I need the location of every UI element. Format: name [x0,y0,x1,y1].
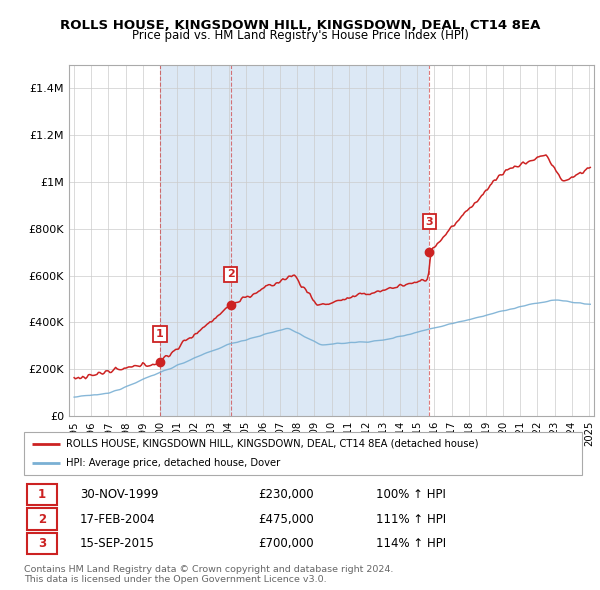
FancyBboxPatch shape [27,484,58,506]
Text: £700,000: £700,000 [259,537,314,550]
Text: 3: 3 [38,537,46,550]
Text: 3: 3 [425,217,433,227]
Text: 17-FEB-2004: 17-FEB-2004 [80,513,155,526]
Text: 100% ↑ HPI: 100% ↑ HPI [376,488,445,501]
Text: £475,000: £475,000 [259,513,314,526]
Text: 15-SEP-2015: 15-SEP-2015 [80,537,155,550]
Text: ROLLS HOUSE, KINGSDOWN HILL, KINGSDOWN, DEAL, CT14 8EA: ROLLS HOUSE, KINGSDOWN HILL, KINGSDOWN, … [60,19,540,32]
FancyBboxPatch shape [27,509,58,530]
Text: 1: 1 [38,488,46,501]
Bar [230,65,430,416]
Text: 2: 2 [38,513,46,526]
Text: £230,000: £230,000 [259,488,314,501]
Text: Contains HM Land Registry data © Crown copyright and database right 2024.
This d: Contains HM Land Registry data © Crown c… [24,565,394,584]
Text: 1: 1 [156,329,164,339]
Text: ROLLS HOUSE, KINGSDOWN HILL, KINGSDOWN, DEAL, CT14 8EA (detached house): ROLLS HOUSE, KINGSDOWN HILL, KINGSDOWN, … [66,439,478,449]
Text: Price paid vs. HM Land Registry's House Price Index (HPI): Price paid vs. HM Land Registry's House … [131,30,469,42]
Text: 30-NOV-1999: 30-NOV-1999 [80,488,158,501]
Text: 2: 2 [227,270,235,279]
Text: 111% ↑ HPI: 111% ↑ HPI [376,513,446,526]
FancyBboxPatch shape [27,533,58,555]
Bar [160,65,230,416]
Text: HPI: Average price, detached house, Dover: HPI: Average price, detached house, Dove… [66,458,280,468]
Text: 114% ↑ HPI: 114% ↑ HPI [376,537,446,550]
